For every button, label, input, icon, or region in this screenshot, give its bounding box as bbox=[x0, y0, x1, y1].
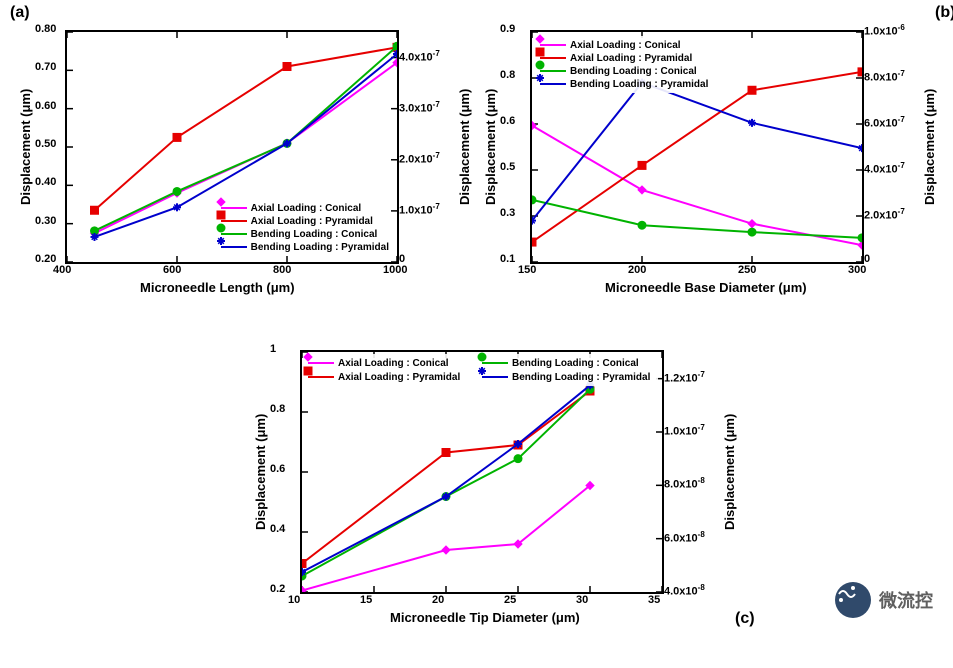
watermark-text: 微流控 bbox=[879, 587, 933, 613]
xtick-label: 15 bbox=[360, 594, 372, 606]
ytick-right-label: 6.0x10-7 bbox=[864, 115, 905, 130]
ytick-right-label: 1.2x10-7 bbox=[664, 370, 705, 385]
legend-item: Bending Loading : Conical bbox=[540, 65, 708, 77]
legend-item: Axial Loading : Pyramidal bbox=[308, 371, 482, 383]
ytick-left-label: 0.2 bbox=[270, 583, 296, 595]
xtick-label: 600 bbox=[163, 264, 181, 276]
xtick-label: 150 bbox=[518, 264, 536, 276]
legend-item: Bending Loading : Pyramidal bbox=[482, 371, 656, 383]
xtick-label: 800 bbox=[273, 264, 291, 276]
xtick-label: 250 bbox=[738, 264, 756, 276]
ylabel-left-b: Displacement (μm) bbox=[483, 89, 498, 205]
ylabel-left-c: Displacement (μm) bbox=[253, 414, 268, 530]
legend-c: Axial Loading : ConicalBending Loading :… bbox=[306, 354, 658, 386]
legend-item: Axial Loading : Pyramidal bbox=[221, 215, 389, 227]
ytick-left-label: 1 bbox=[270, 343, 296, 355]
ytick-right-label: 3.0x10-7 bbox=[399, 100, 440, 115]
xtick-label: 35 bbox=[648, 594, 660, 606]
legend-item: Axial Loading : Conical bbox=[221, 202, 389, 214]
ytick-left-label: 0.60 bbox=[35, 100, 61, 112]
ytick-left-label: 0.6 bbox=[270, 463, 296, 475]
ytick-right-label: 8.0x10-7 bbox=[864, 69, 905, 84]
ytick-left-label: 0.80 bbox=[35, 23, 61, 35]
xtick-label: 10 bbox=[288, 594, 300, 606]
xtick-label: 1000 bbox=[383, 264, 407, 276]
xtick-label: 200 bbox=[628, 264, 646, 276]
watermark-icon bbox=[835, 582, 871, 618]
ylabel-right-c: Displacement (μm) bbox=[722, 414, 737, 530]
legend-item: Bending Loading : Conical bbox=[482, 357, 656, 369]
legend-item: Axial Loading : Pyramidal bbox=[540, 52, 708, 64]
xtick-label: 400 bbox=[53, 264, 71, 276]
plot-svg-c bbox=[302, 352, 662, 592]
ytick-right-label: 8.0x10-8 bbox=[664, 476, 705, 491]
panel-label-b: (b) bbox=[935, 4, 953, 22]
ytick-right-label: 4.0x10-7 bbox=[399, 49, 440, 64]
xtick-label: 25 bbox=[504, 594, 516, 606]
xtick-label: 300 bbox=[848, 264, 866, 276]
ylabel-right-a: Displacement (μm) bbox=[457, 89, 472, 205]
legend-b: Axial Loading : ConicalAxial Loading : P… bbox=[538, 36, 710, 93]
chart-c: (c) Axial Loading : ConicalBending Loadi… bbox=[245, 330, 735, 640]
legend-item: Axial Loading : Conical bbox=[540, 39, 708, 51]
ytick-right-label: 4.0x10-8 bbox=[664, 583, 705, 598]
panel-label-a: (a) bbox=[10, 4, 30, 22]
ytick-left-label: 0.5 bbox=[500, 161, 526, 173]
plot-area-c: Axial Loading : ConicalBending Loading :… bbox=[300, 350, 664, 594]
panel-label-c: (c) bbox=[735, 610, 755, 628]
ylabel-left-a: Displacement (μm) bbox=[18, 89, 33, 205]
plot-area-b: Axial Loading : ConicalAxial Loading : P… bbox=[530, 30, 864, 264]
ytick-right-label: 2.0x10-7 bbox=[399, 151, 440, 166]
ytick-left-label: 0.50 bbox=[35, 138, 61, 150]
ytick-right-label: 4.0x10-7 bbox=[864, 161, 905, 176]
legend-item: Bending Loading : Pyramidal bbox=[540, 78, 708, 90]
ytick-right-label: 1.0x10-7 bbox=[399, 202, 440, 217]
ytick-left-label: 0.4 bbox=[270, 523, 296, 535]
ytick-right-label: 1.0x10-7 bbox=[664, 423, 705, 438]
ytick-left-label: 0.70 bbox=[35, 61, 61, 73]
xlabel-b: Microneedle Base Diameter (μm) bbox=[605, 280, 807, 295]
ytick-left-label: 0.8 bbox=[270, 403, 296, 415]
legend-item: Axial Loading : Conical bbox=[308, 357, 482, 369]
chart-b: (b) Axial Loading : ConicalAxial Loading… bbox=[475, 10, 935, 310]
plot-area-a: Axial Loading : ConicalAxial Loading : P… bbox=[65, 30, 399, 264]
ytick-right-label: 6.0x10-8 bbox=[664, 530, 705, 545]
ytick-left-label: 0.20 bbox=[35, 253, 61, 265]
ytick-left-label: 0.30 bbox=[35, 215, 61, 227]
xlabel-a: Microneedle Length (μm) bbox=[140, 280, 295, 295]
xtick-label: 30 bbox=[576, 594, 588, 606]
legend-a: Axial Loading : ConicalAxial Loading : P… bbox=[219, 199, 391, 256]
ytick-right-label: 1.0x10-6 bbox=[864, 23, 905, 38]
xlabel-c: Microneedle Tip Diameter (μm) bbox=[390, 610, 580, 625]
xtick-label: 20 bbox=[432, 594, 444, 606]
legend-item: Bending Loading : Pyramidal bbox=[221, 241, 389, 253]
ytick-left-label: 0.1 bbox=[500, 253, 526, 265]
chart-a: (a) Axial Loading : ConicalAxial Loading… bbox=[10, 10, 470, 310]
ytick-left-label: 0.8 bbox=[500, 69, 526, 81]
ytick-right-label: 0 bbox=[399, 253, 405, 265]
ytick-left-label: 0.9 bbox=[500, 23, 526, 35]
watermark: 微流控 bbox=[835, 582, 933, 618]
ytick-right-label: 2.0x10-7 bbox=[864, 207, 905, 222]
ytick-left-label: 0.6 bbox=[500, 115, 526, 127]
ytick-right-label: 0 bbox=[864, 253, 870, 265]
ylabel-right-b: Displacement (μm) bbox=[922, 89, 937, 205]
legend-item: Bending Loading : Conical bbox=[221, 228, 389, 240]
ytick-left-label: 0.40 bbox=[35, 176, 61, 188]
ytick-left-label: 0.3 bbox=[500, 207, 526, 219]
